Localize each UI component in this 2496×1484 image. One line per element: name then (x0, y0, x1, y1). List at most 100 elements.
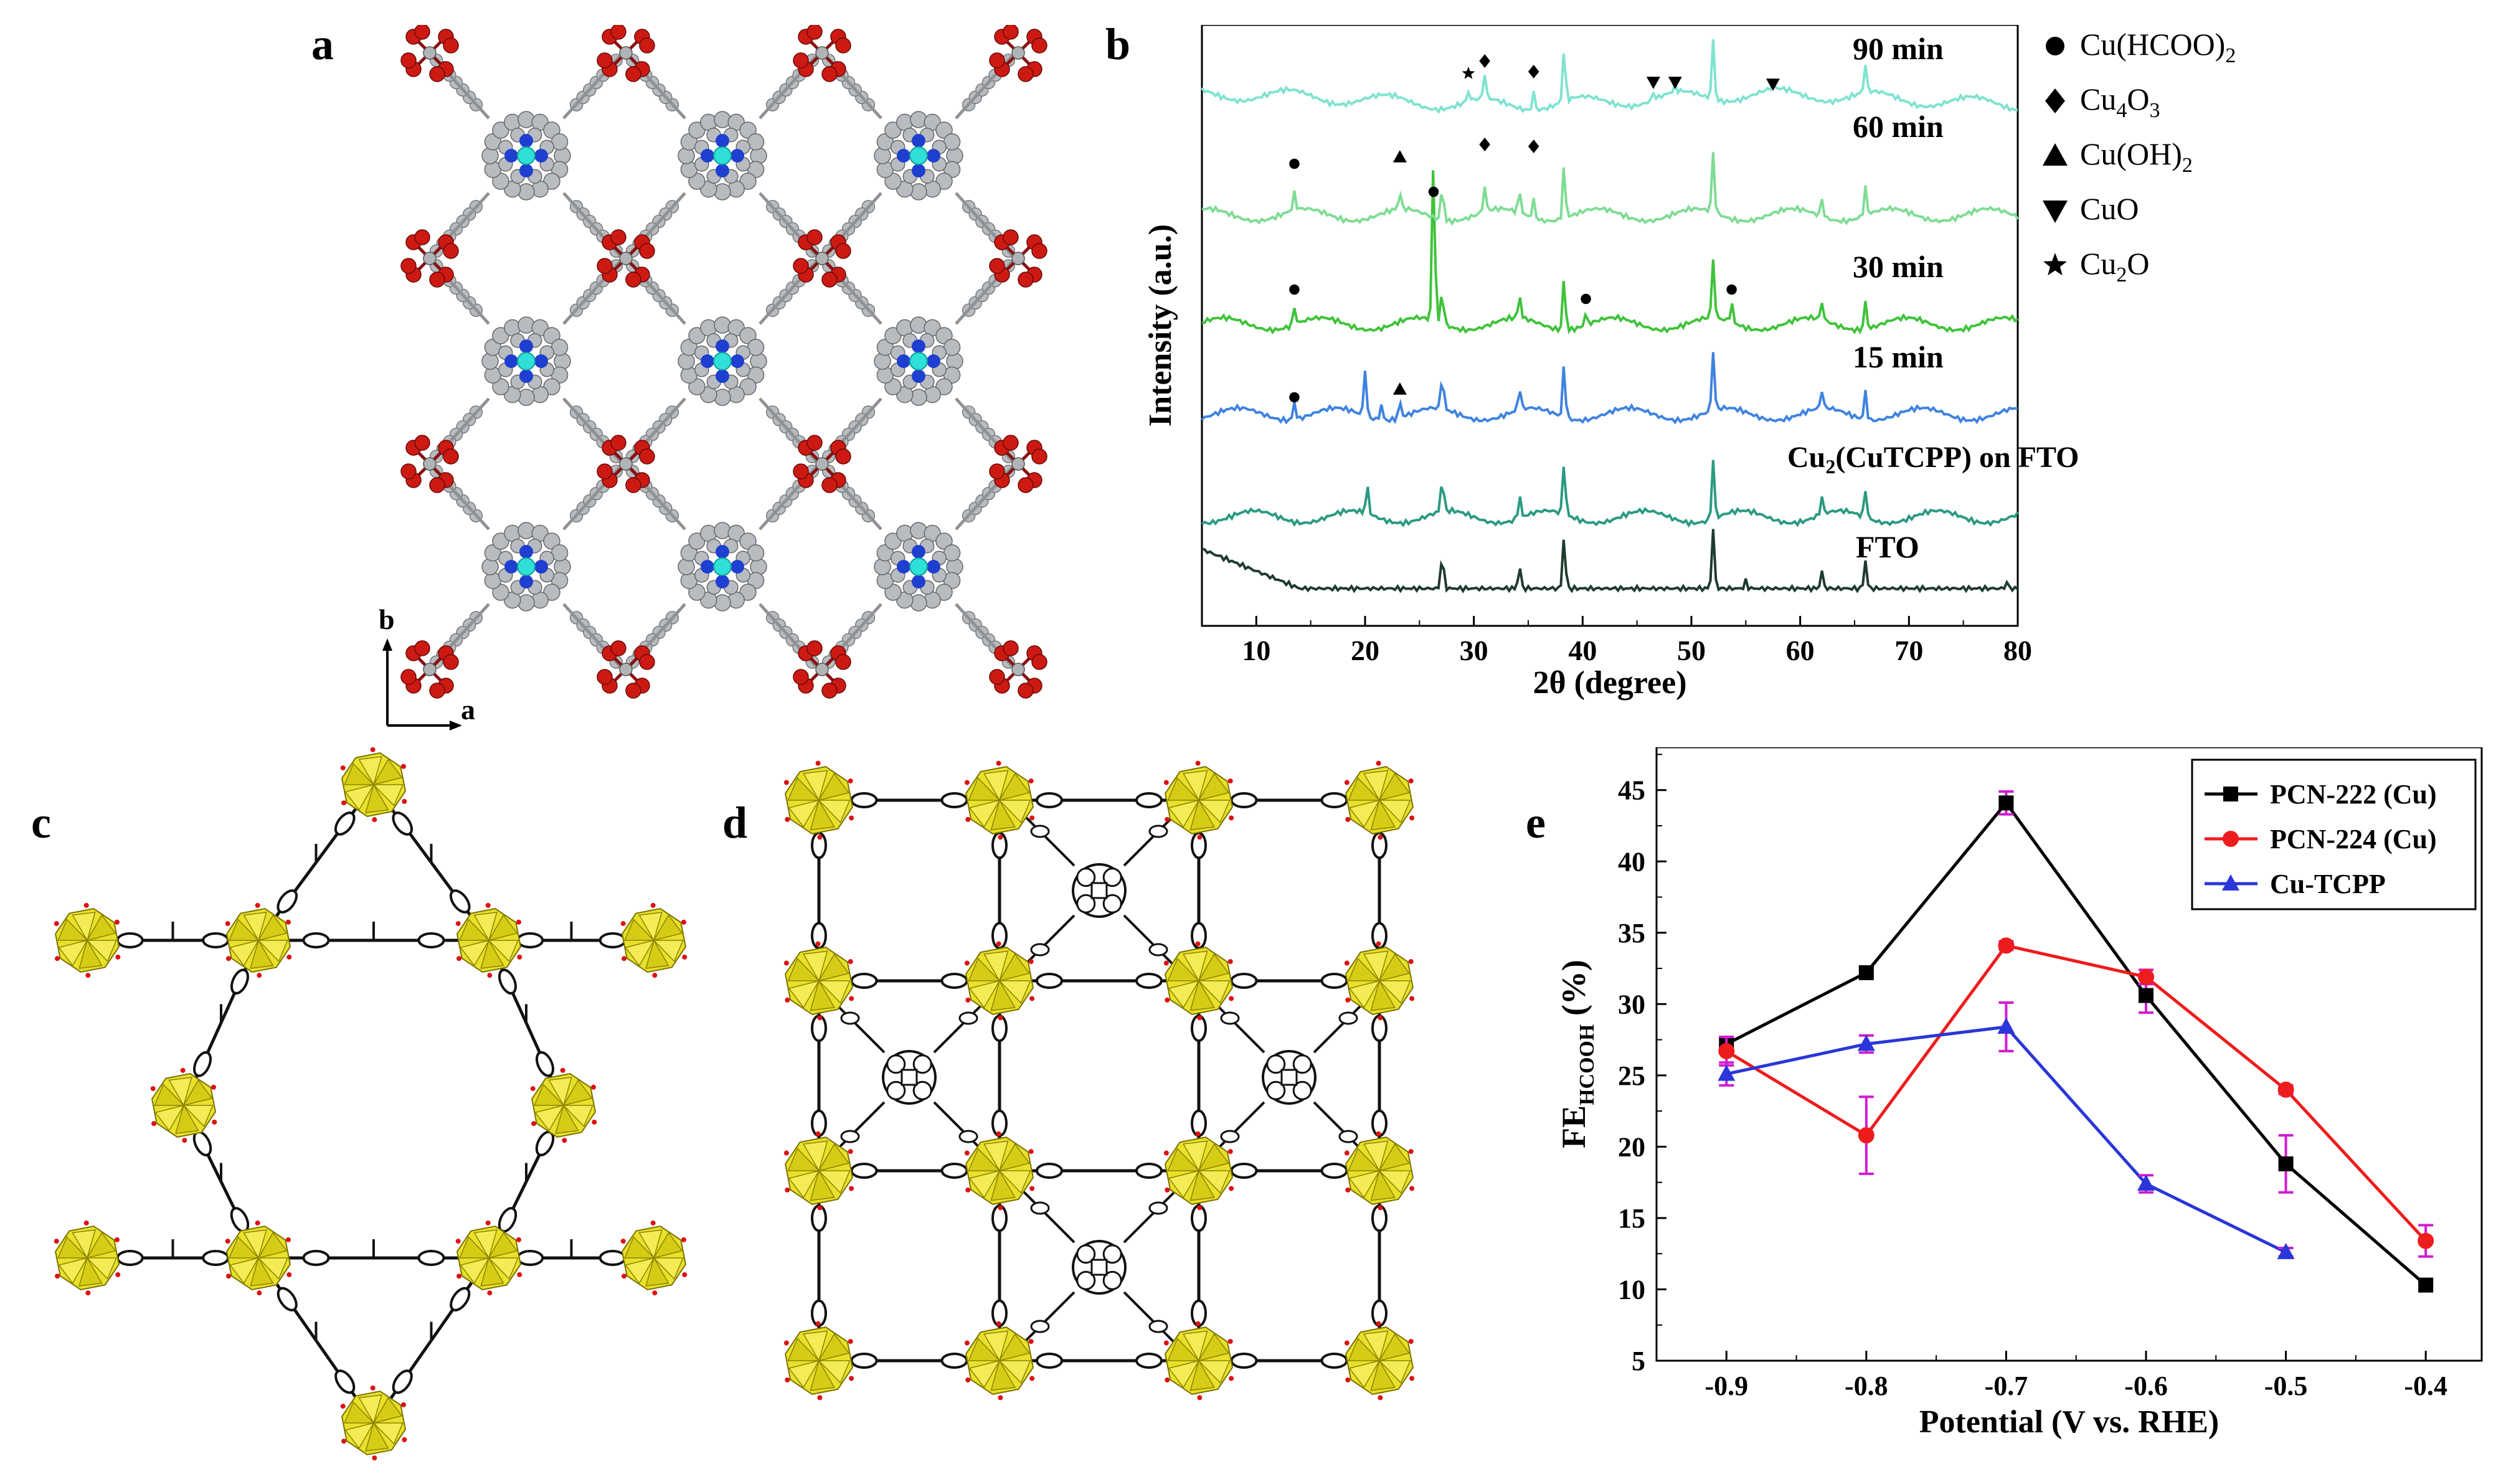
oxygen-atom (793, 258, 809, 274)
cluster-oxygen (1408, 1149, 1414, 1155)
phenyl-ring (334, 811, 356, 836)
marker-star (2043, 253, 2067, 276)
phenyl-ring (598, 1250, 626, 1266)
oxygen-atom (806, 229, 823, 245)
xrd-trace-90-min (1201, 39, 2018, 115)
zr-cluster (783, 1321, 854, 1401)
cluster-oxygen (964, 960, 970, 966)
cluster-facet (154, 1084, 185, 1106)
fe-plot-area: 5 10 15 20 25 30 35 40 45 -0.9 -0.8 -0.7 -0.6 -0.5 -0.… (1555, 747, 2483, 1440)
marker-triangle-up (1392, 382, 1407, 395)
node-center (619, 457, 633, 471)
porphyrin-core (1090, 1259, 1108, 1276)
cluster-facet (1378, 1360, 1411, 1384)
cluster-oxygen (402, 1437, 407, 1442)
nitrogen-atom (730, 149, 744, 163)
nitrogen-atom (927, 354, 940, 368)
phenyl-ring (1220, 1011, 1240, 1025)
cluster-facet (818, 1333, 850, 1362)
cluster-oxygen (370, 1385, 376, 1391)
cluster-facet (72, 1229, 96, 1259)
cluster-facet (358, 756, 382, 786)
oxygen-atom (443, 448, 459, 465)
zr-cluster (964, 1321, 1035, 1401)
cluster-oxygen (622, 956, 627, 962)
nitrogen-atom (701, 354, 714, 368)
cluster-oxygen (182, 1138, 187, 1143)
cluster-oxygen (681, 1237, 686, 1242)
cluster-oxygen (400, 1402, 406, 1407)
phenyl-ring (417, 932, 445, 948)
cluster-facet (1348, 777, 1381, 801)
marker-triangle-up (2043, 143, 2068, 166)
porphyrin-carbon (714, 522, 731, 539)
cluster-facet (488, 940, 519, 962)
oxygen-atom (443, 37, 459, 54)
nitrogen-atom (716, 545, 729, 559)
porphyrin-carbon (518, 316, 535, 334)
porphyrin-carbon (481, 147, 499, 164)
nitrogen-atom (716, 369, 729, 383)
panel-label-d: d (722, 798, 748, 848)
phenyl-ring (1230, 1163, 1258, 1179)
cluster-facet (86, 940, 117, 962)
phenyl-ring (850, 1353, 878, 1369)
porphyrin-carbon (518, 594, 535, 612)
marker-diamond (1479, 138, 1490, 151)
porphyrin-carbon (874, 352, 891, 370)
porphyrin-carbon (946, 352, 963, 370)
marker-star (1462, 67, 1475, 79)
panel-c-structure (54, 747, 688, 1461)
cluster-facet (460, 1257, 490, 1284)
porphyrin-carbon (554, 147, 571, 164)
cluster-facet (998, 1333, 1031, 1362)
cluster-facet (480, 1257, 504, 1287)
legend-label: Cu-TCPP (2270, 869, 2386, 899)
data-point-circle (1998, 937, 2015, 954)
cluster-facet (1198, 1333, 1230, 1362)
cluster-facet (1363, 1140, 1389, 1172)
oxygen-atom (400, 258, 417, 274)
oxygen-atom (414, 229, 430, 245)
cluster-facet (1370, 980, 1396, 1011)
nitrogen-atom (519, 164, 533, 177)
cluster-oxygen (1227, 1149, 1233, 1155)
trace-label: FTO (1856, 529, 1919, 564)
cluster-facet (1363, 1330, 1389, 1362)
cluster-facet (1378, 800, 1411, 823)
porphyrin-carbon (554, 558, 571, 575)
zr-cluster (620, 902, 688, 978)
cluster-facet (86, 914, 116, 942)
cluster-facet (1363, 950, 1389, 982)
zr-cluster (1344, 1321, 1415, 1401)
trace-label-cutcpp: Cu2(CuTCPP) on FTO (1787, 441, 2079, 478)
oxygen-atom (989, 463, 1005, 480)
cluster-facet (998, 953, 1031, 982)
oxygen-atom (639, 37, 655, 54)
cluster-oxygen (402, 798, 407, 804)
cluster-oxygen (341, 1439, 347, 1444)
nitrogen-atom (912, 134, 925, 148)
zr-cluster (1163, 760, 1234, 840)
cluster-facet (1378, 953, 1411, 982)
node-center (423, 663, 437, 676)
zr-cluster (150, 1067, 217, 1143)
legend-marker (2222, 874, 2239, 891)
cluster-oxygen (286, 954, 292, 960)
cluster-oxygen (682, 954, 688, 960)
cluster-facet (488, 1232, 518, 1259)
cluster-facet (983, 950, 1009, 982)
oxygen-atom (989, 52, 1005, 69)
cluster-facet (1168, 980, 1200, 1009)
oxygen-atom (1003, 229, 1019, 245)
oxygen-atom (835, 37, 851, 54)
cluster-facet (803, 1140, 828, 1172)
phenyl-ring (536, 1051, 554, 1077)
cluster-facet (818, 1360, 851, 1384)
cluster-oxygen (1408, 959, 1414, 965)
zr-cluster (620, 1220, 688, 1296)
cluster-facet (168, 1077, 192, 1107)
y-axis-title: FEHCOOH (%) (1555, 960, 1599, 1148)
cluster-oxygen (1409, 996, 1415, 1001)
node-center (815, 46, 829, 60)
